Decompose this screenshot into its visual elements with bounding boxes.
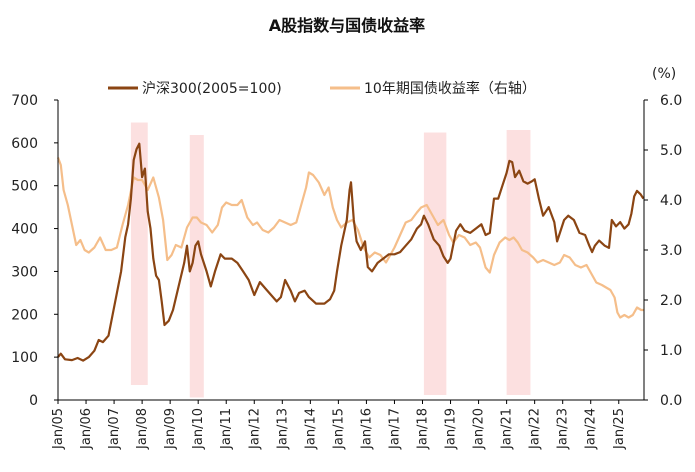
x-tick-label: Jan/23 (556, 408, 571, 450)
x-tick-label: Jan/19 (444, 408, 459, 450)
x-tick-label: Jan/05 (51, 408, 66, 450)
x-tick-label: Jan/17 (387, 408, 402, 450)
right-tick-label: 4.0 (660, 193, 682, 209)
left-tick-label: 600 (11, 136, 38, 152)
x-tick-label: Jan/21 (500, 408, 515, 450)
x-tick-label: Jan/24 (584, 408, 599, 450)
left-tick-label: 700 (11, 93, 38, 109)
x-tick-label: Jan/18 (415, 408, 430, 450)
x-tick-label: Jan/14 (303, 408, 318, 450)
x-tick-label: Jan/15 (331, 408, 346, 450)
x-tick-label: Jan/12 (247, 408, 262, 450)
right-tick-label: 5.0 (660, 143, 682, 159)
x-tick-label: Jan/13 (275, 408, 290, 450)
x-tick-label: Jan/07 (107, 408, 122, 450)
x-tick-label: Jan/16 (359, 408, 374, 450)
right-tick-label: 0.0 (660, 393, 682, 409)
right-tick-label: 6.0 (660, 93, 682, 109)
x-tick-label: Jan/25 (612, 408, 627, 450)
x-tick-label: Jan/06 (79, 408, 94, 450)
legend: 沪深300(2005=100) 10年期国债收益率（右轴） (108, 80, 536, 97)
x-tick-label: Jan/10 (191, 408, 206, 450)
left-tick-label: 400 (11, 222, 38, 238)
left-tick-label: 500 (11, 179, 38, 195)
series-line-hs300 (57, 142, 645, 362)
right-tick-label: 3.0 (660, 243, 682, 259)
chart-title: A股指数与国债收益率 (269, 16, 425, 35)
series-line-bond-yield (56, 157, 644, 319)
x-tick-label: Jan/22 (528, 408, 543, 450)
left-tick-label: 0 (29, 393, 38, 409)
legend-label-bond-yield: 10年期国债收益率（右轴） (364, 80, 536, 97)
left-tick-label: 200 (11, 307, 38, 323)
shaded-periods (130, 122, 531, 398)
right-tick-label: 1.0 (660, 343, 682, 359)
series-layer (56, 142, 645, 362)
x-tick-label: Jan/09 (163, 408, 178, 450)
axes-layer: 0 100 200 300 400 500 600 700 0.0 1.0 2.0 3.0 4.0 5.0… (11, 93, 682, 450)
shaded-period-4 (506, 130, 531, 395)
x-tick-label: Jan/08 (135, 408, 150, 450)
legend-label-hs300: 沪深300(2005=100) (142, 81, 282, 97)
right-tick-label: 2.0 (660, 293, 682, 309)
right-axis-unit-label: (%) (652, 66, 676, 82)
x-tick-label: Jan/11 (219, 408, 234, 450)
left-tick-label: 100 (11, 350, 38, 366)
shaded-period-2 (189, 135, 204, 398)
left-tick-label: 300 (11, 264, 38, 280)
shaded-period-1 (130, 122, 148, 385)
x-tick-label: Jan/20 (472, 408, 487, 450)
shaded-period-3 (423, 132, 447, 395)
